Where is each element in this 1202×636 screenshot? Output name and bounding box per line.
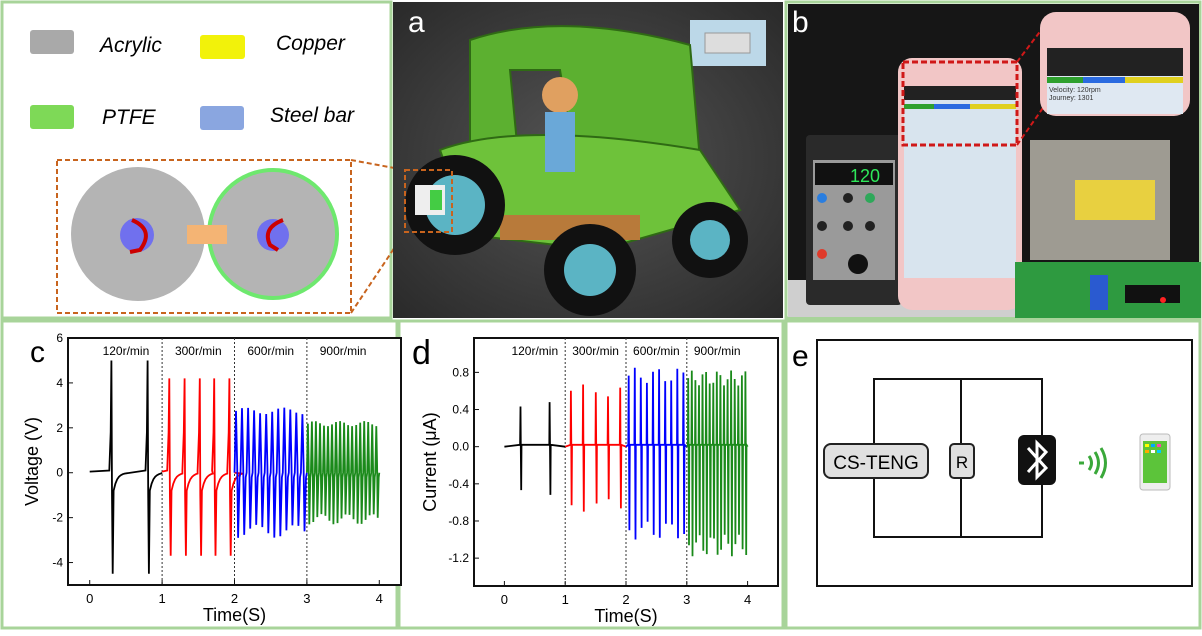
copper-contact xyxy=(187,225,227,244)
wireless-signal-icon xyxy=(1079,447,1107,479)
disc-schematic xyxy=(56,159,406,314)
x-tick-label: 3 xyxy=(683,592,690,607)
series-300r-per-min xyxy=(161,378,243,556)
legend-label-copper: Copper xyxy=(276,32,346,55)
resistor-block xyxy=(949,443,975,479)
bluetooth-icon xyxy=(1018,435,1056,485)
y-tick-label: 6 xyxy=(56,331,63,345)
series-600r-per-min xyxy=(233,407,308,538)
rotation-arrow-icon xyxy=(265,218,284,252)
y-tick-label: 2 xyxy=(56,421,63,435)
y-tick-label: -4 xyxy=(52,556,63,570)
y-tick-label: 0 xyxy=(56,466,63,480)
panel-label-d: d xyxy=(412,334,431,372)
legend-swatch-ptfe xyxy=(30,105,74,129)
y-axis-label: Current (μA) xyxy=(420,412,440,511)
panel-a-tractor-render xyxy=(393,2,783,318)
voltage-chart: 0 1 2 3 4 -4 -2 0 2 4 6 Time(S) Voltage (V) 120r/min 3… xyxy=(22,331,402,625)
resistor-label: R xyxy=(956,453,968,472)
legend-swatch-copper xyxy=(200,35,245,59)
series-120r-per-min xyxy=(89,360,163,574)
speed-label: 120r/min xyxy=(511,344,558,358)
x-tick-label: 0 xyxy=(86,591,93,606)
x-tick-label: 2 xyxy=(622,592,629,607)
series-900r-per-min xyxy=(686,370,749,557)
teng-device-highlight xyxy=(404,169,453,233)
inset-velocity-text: Velocity: 120rpm xyxy=(1049,87,1101,94)
y-tick-label: 0.8 xyxy=(452,365,469,379)
current-chart: 0 1 2 3 4 -1.2 -0.8 -0.4 0.0 0.4 0.8 Time(S) Current… xyxy=(420,337,779,626)
speed-label: 900r/min xyxy=(694,344,741,358)
series-900r-per-min xyxy=(306,421,381,525)
y-tick-label: 0.0 xyxy=(452,440,469,454)
y-tick-label: -1.2 xyxy=(448,551,469,565)
panel-label-b: b xyxy=(792,6,809,39)
legend-label-steel-bar: Steel bar xyxy=(270,104,355,127)
speed-label: 300r/min xyxy=(572,344,619,358)
steel-bar-right xyxy=(257,219,289,251)
x-axis-label: Time(S) xyxy=(594,606,657,626)
series-120r-per-min xyxy=(504,402,566,495)
legend-label-acrylic: Acrylic xyxy=(98,34,162,57)
y-tick-label: -0.4 xyxy=(448,477,469,491)
x-tick-label: 0 xyxy=(501,592,508,607)
smartphone-icon xyxy=(1139,433,1171,491)
y-tick-label: 0.4 xyxy=(452,403,469,417)
y-axis-label: Voltage (V) xyxy=(22,417,42,506)
speed-label: 600r/min xyxy=(633,344,680,358)
x-tick-label: 3 xyxy=(303,591,310,606)
controller-display: 120 xyxy=(850,166,880,186)
x-tick-label: 1 xyxy=(158,591,165,606)
x-axis-label: Time(S) xyxy=(203,605,266,625)
x-tick-label: 2 xyxy=(231,591,238,606)
materials-legend: Acrylic Copper PTFE Steel bar xyxy=(30,30,355,130)
x-tick-label: 1 xyxy=(562,592,569,607)
cs-teng-block xyxy=(823,443,929,479)
panel-label-e: e xyxy=(792,340,809,373)
speed-label: 120r/min xyxy=(103,344,150,358)
speed-label: 300r/min xyxy=(175,344,222,358)
legend-label-ptfe: PTFE xyxy=(102,106,157,129)
x-tick-label: 4 xyxy=(744,592,751,607)
legend-swatch-acrylic xyxy=(30,30,74,54)
series-600r-per-min xyxy=(625,367,688,540)
y-tick-label: -2 xyxy=(52,511,63,525)
panel-label-c: c xyxy=(30,336,45,369)
y-tick-label: 4 xyxy=(56,376,63,390)
y-tick-label: -0.8 xyxy=(448,514,469,528)
series-300r-per-min xyxy=(564,384,627,512)
rotation-arrow-icon xyxy=(129,218,148,254)
panel-label-a: a xyxy=(408,6,425,39)
panel-b-photo: 120 Velocity: 120rpm Journey: 1301 xyxy=(788,4,1201,318)
cs-teng-label: CS-TENG xyxy=(833,453,919,474)
x-tick-label: 4 xyxy=(376,591,383,606)
speed-label: 900r/min xyxy=(320,344,367,358)
inset-journey-text: Journey: 1301 xyxy=(1049,95,1093,102)
legend-swatch-steel-bar xyxy=(200,106,244,130)
speed-label: 600r/min xyxy=(247,344,294,358)
